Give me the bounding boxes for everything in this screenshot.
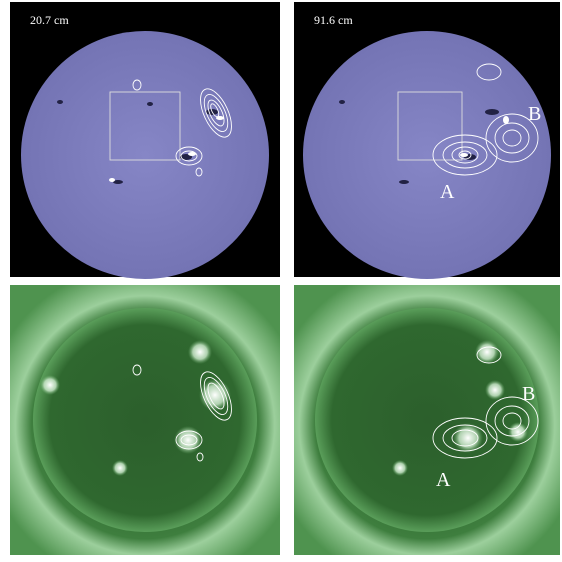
solar-disk [303, 31, 551, 279]
solar-disk [315, 308, 539, 532]
panel-euv-left [10, 285, 280, 555]
panel-20cm: 20.7 cm [10, 2, 280, 279]
panel-91cm: 91.6 cm A B [294, 2, 560, 279]
source-label: B [528, 103, 541, 125]
source-label: A [440, 181, 455, 203]
wavelength-label: 20.7 cm [30, 13, 69, 27]
solar-disk [21, 31, 269, 279]
source-label: B [522, 383, 535, 405]
figure: 20.7 cm 91.6 cm A B [0, 0, 562, 562]
wavelength-label: 91.6 cm [314, 13, 353, 27]
source-label: A [436, 469, 451, 491]
panel-euv-right: A B [294, 285, 560, 555]
